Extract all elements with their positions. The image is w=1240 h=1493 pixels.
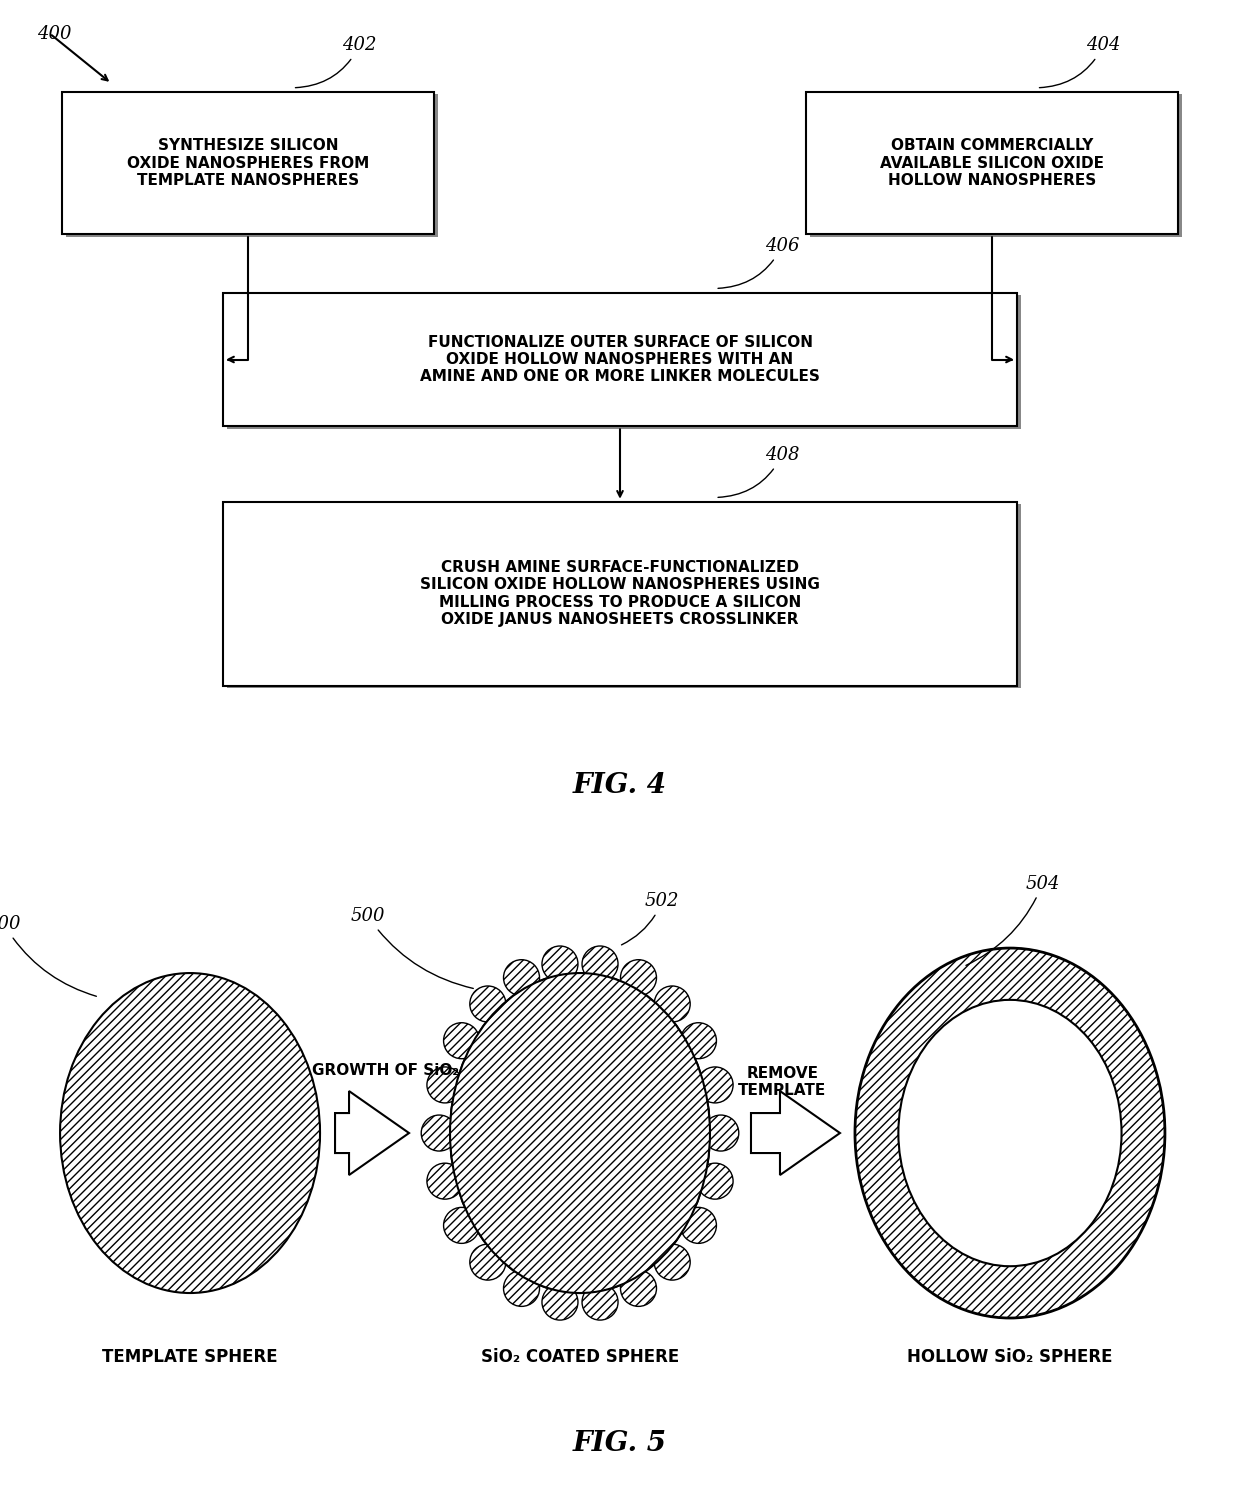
- Text: 502: 502: [621, 893, 680, 945]
- Ellipse shape: [503, 1271, 539, 1306]
- Text: 500: 500: [351, 908, 474, 988]
- Text: 504: 504: [966, 875, 1060, 966]
- Text: FUNCTIONALIZE OUTER SURFACE OF SILICON
OXIDE HOLLOW NANOSPHERES WITH AN
AMINE AN: FUNCTIONALIZE OUTER SURFACE OF SILICON O…: [420, 334, 820, 384]
- Text: FIG. 4: FIG. 4: [573, 772, 667, 799]
- Text: CRUSH AMINE SURFACE-FUNCTIONALIZED
SILICON OXIDE HOLLOW NANOSPHERES USING
MILLIN: CRUSH AMINE SURFACE-FUNCTIONALIZED SILIC…: [420, 560, 820, 627]
- Text: 406: 406: [718, 237, 800, 288]
- FancyBboxPatch shape: [806, 93, 1178, 234]
- Ellipse shape: [450, 973, 711, 1293]
- Ellipse shape: [450, 973, 711, 1293]
- FancyBboxPatch shape: [62, 93, 434, 234]
- Ellipse shape: [427, 1067, 463, 1103]
- Ellipse shape: [542, 1284, 578, 1320]
- Ellipse shape: [422, 1115, 458, 1151]
- FancyBboxPatch shape: [227, 505, 1021, 688]
- Ellipse shape: [697, 1067, 733, 1103]
- Text: SiO₂ COATED SPHERE: SiO₂ COATED SPHERE: [481, 1348, 680, 1366]
- Text: 500: 500: [0, 915, 97, 996]
- Text: REMOVE
TEMPLATE: REMOVE TEMPLATE: [738, 1066, 827, 1097]
- FancyBboxPatch shape: [66, 94, 438, 236]
- Ellipse shape: [582, 947, 618, 982]
- Ellipse shape: [582, 1284, 618, 1320]
- Text: FIG. 5: FIG. 5: [573, 1429, 667, 1457]
- PathPatch shape: [335, 1091, 409, 1175]
- Ellipse shape: [470, 985, 506, 1023]
- Ellipse shape: [60, 973, 320, 1293]
- Ellipse shape: [503, 960, 539, 996]
- Ellipse shape: [427, 1163, 463, 1199]
- Text: GROWTH OF SiO₂: GROWTH OF SiO₂: [311, 1063, 459, 1078]
- Ellipse shape: [681, 1208, 717, 1244]
- Text: 400: 400: [37, 25, 72, 43]
- Text: 404: 404: [1039, 36, 1121, 88]
- Ellipse shape: [655, 985, 691, 1023]
- Text: TEMPLATE SPHERE: TEMPLATE SPHERE: [102, 1348, 278, 1366]
- FancyBboxPatch shape: [223, 502, 1017, 685]
- Ellipse shape: [444, 1023, 480, 1059]
- Text: OBTAIN COMMERCIALLY
AVAILABLE SILICON OXIDE
HOLLOW NANOSPHERES: OBTAIN COMMERCIALLY AVAILABLE SILICON OX…: [880, 139, 1104, 188]
- Ellipse shape: [697, 1163, 733, 1199]
- Ellipse shape: [444, 1208, 480, 1244]
- Text: SYNTHESIZE SILICON
OXIDE NANOSPHERES FROM
TEMPLATE NANOSPHERES: SYNTHESIZE SILICON OXIDE NANOSPHERES FRO…: [126, 139, 370, 188]
- Ellipse shape: [703, 1115, 739, 1151]
- Ellipse shape: [542, 947, 578, 982]
- Ellipse shape: [620, 960, 656, 996]
- Ellipse shape: [681, 1023, 717, 1059]
- Ellipse shape: [620, 1271, 656, 1306]
- Ellipse shape: [898, 1000, 1121, 1266]
- FancyBboxPatch shape: [223, 293, 1017, 427]
- FancyBboxPatch shape: [810, 94, 1182, 236]
- Ellipse shape: [655, 1244, 691, 1280]
- FancyBboxPatch shape: [227, 296, 1021, 428]
- Ellipse shape: [470, 1244, 506, 1280]
- Text: HOLLOW SiO₂ SPHERE: HOLLOW SiO₂ SPHERE: [908, 1348, 1112, 1366]
- Text: 408: 408: [718, 446, 800, 497]
- Ellipse shape: [854, 948, 1164, 1318]
- Text: 402: 402: [295, 36, 377, 88]
- PathPatch shape: [751, 1091, 839, 1175]
